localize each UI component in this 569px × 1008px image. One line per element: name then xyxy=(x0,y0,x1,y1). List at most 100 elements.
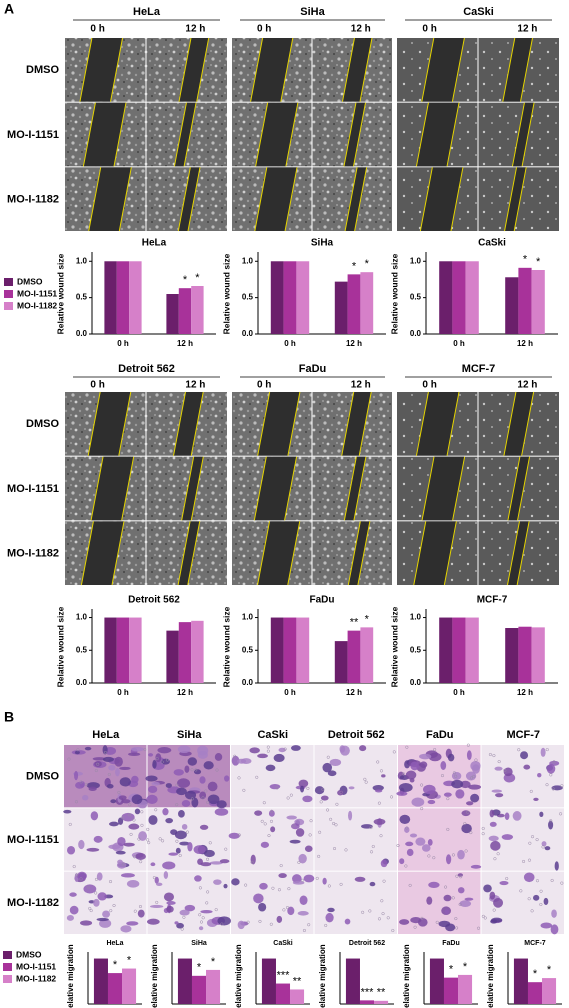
pore xyxy=(233,754,237,758)
cell xyxy=(237,920,245,930)
wound-edge xyxy=(446,102,460,167)
pore xyxy=(550,878,554,883)
pore xyxy=(133,855,137,859)
pore xyxy=(112,903,116,908)
cell xyxy=(200,862,212,867)
pore xyxy=(549,773,553,777)
wound-gap xyxy=(502,38,533,102)
wound-gap xyxy=(173,392,204,456)
y-tick-label: 0.0 xyxy=(242,678,254,687)
cell xyxy=(119,766,131,771)
y-tick-label: 1.0 xyxy=(76,613,88,622)
cell xyxy=(254,810,263,816)
cell xyxy=(265,764,276,772)
cell xyxy=(354,876,366,882)
time-label: 0 h xyxy=(422,380,436,391)
time-label: 0 h xyxy=(257,380,271,391)
cell xyxy=(470,864,482,869)
time-label: 12 h xyxy=(351,380,371,391)
y-axis-label: Relative wound size xyxy=(55,253,65,334)
pore xyxy=(175,839,179,843)
legend-swatch xyxy=(4,290,13,298)
cell xyxy=(426,896,433,905)
wound-gap xyxy=(79,38,123,102)
pore xyxy=(376,760,380,764)
cell xyxy=(146,794,158,805)
pore xyxy=(377,917,382,921)
cell xyxy=(138,831,148,841)
significance-label: * xyxy=(463,961,468,973)
y-axis-label: Relative migration xyxy=(402,944,411,1008)
cell xyxy=(460,780,471,789)
significance-label: * xyxy=(523,254,528,266)
wound-edge xyxy=(187,521,201,586)
pore xyxy=(483,916,487,920)
wound-gap xyxy=(342,38,372,102)
cell xyxy=(96,917,109,922)
legend-swatch xyxy=(3,963,12,971)
cell xyxy=(415,837,426,846)
cell xyxy=(550,924,559,935)
pore xyxy=(74,800,78,804)
wound-gap xyxy=(504,167,527,231)
cell xyxy=(411,797,425,807)
pore xyxy=(121,862,125,866)
cell xyxy=(493,897,504,908)
cell xyxy=(99,919,112,928)
pore xyxy=(432,856,436,860)
cell xyxy=(457,887,465,894)
pore xyxy=(107,772,111,777)
pore xyxy=(220,922,224,926)
pore xyxy=(458,902,462,906)
pore xyxy=(128,803,132,807)
cell xyxy=(428,881,440,888)
pore xyxy=(309,819,313,823)
pore xyxy=(321,787,325,791)
cell xyxy=(198,926,204,931)
pore xyxy=(539,902,543,907)
cell xyxy=(291,823,300,830)
pore xyxy=(401,772,406,776)
wound-gap xyxy=(507,521,530,585)
wound-edge xyxy=(413,521,427,586)
wound-edge xyxy=(285,102,299,167)
pore xyxy=(334,823,338,827)
pore xyxy=(94,768,98,773)
pore xyxy=(326,808,330,812)
y-axis-label: Relative migration xyxy=(150,944,159,1008)
pore xyxy=(190,768,194,772)
chart-title: Detroit 562 xyxy=(128,595,180,606)
pore xyxy=(503,768,507,772)
wound-gap xyxy=(257,392,300,456)
wound-edge xyxy=(517,456,531,521)
cell xyxy=(194,875,202,882)
pore xyxy=(363,777,367,781)
cell xyxy=(193,845,206,855)
y-tick-label: 1.0 xyxy=(242,256,254,265)
chart-title: FaDu xyxy=(310,595,335,606)
cell xyxy=(523,764,531,770)
bar xyxy=(177,958,192,1004)
y-tick-label: 0.5 xyxy=(242,645,254,654)
wound-edge xyxy=(255,102,269,167)
cell xyxy=(399,814,411,824)
wound-edge xyxy=(421,37,435,102)
wound-edge xyxy=(257,521,271,586)
pore xyxy=(552,760,556,764)
cell xyxy=(427,799,436,805)
wound-edge xyxy=(196,37,210,102)
cell xyxy=(348,786,355,790)
cell xyxy=(121,812,135,822)
cell xyxy=(118,795,127,801)
cell xyxy=(114,756,123,767)
cell-line-label: Detroit 562 xyxy=(118,363,175,375)
cell xyxy=(148,753,154,757)
cell xyxy=(540,747,546,757)
pore xyxy=(250,860,254,864)
cell xyxy=(187,842,193,852)
pore xyxy=(371,844,375,849)
significance-label: *** xyxy=(277,969,291,981)
wound-edge xyxy=(250,37,264,102)
cell xyxy=(443,792,452,797)
cell xyxy=(409,833,418,838)
